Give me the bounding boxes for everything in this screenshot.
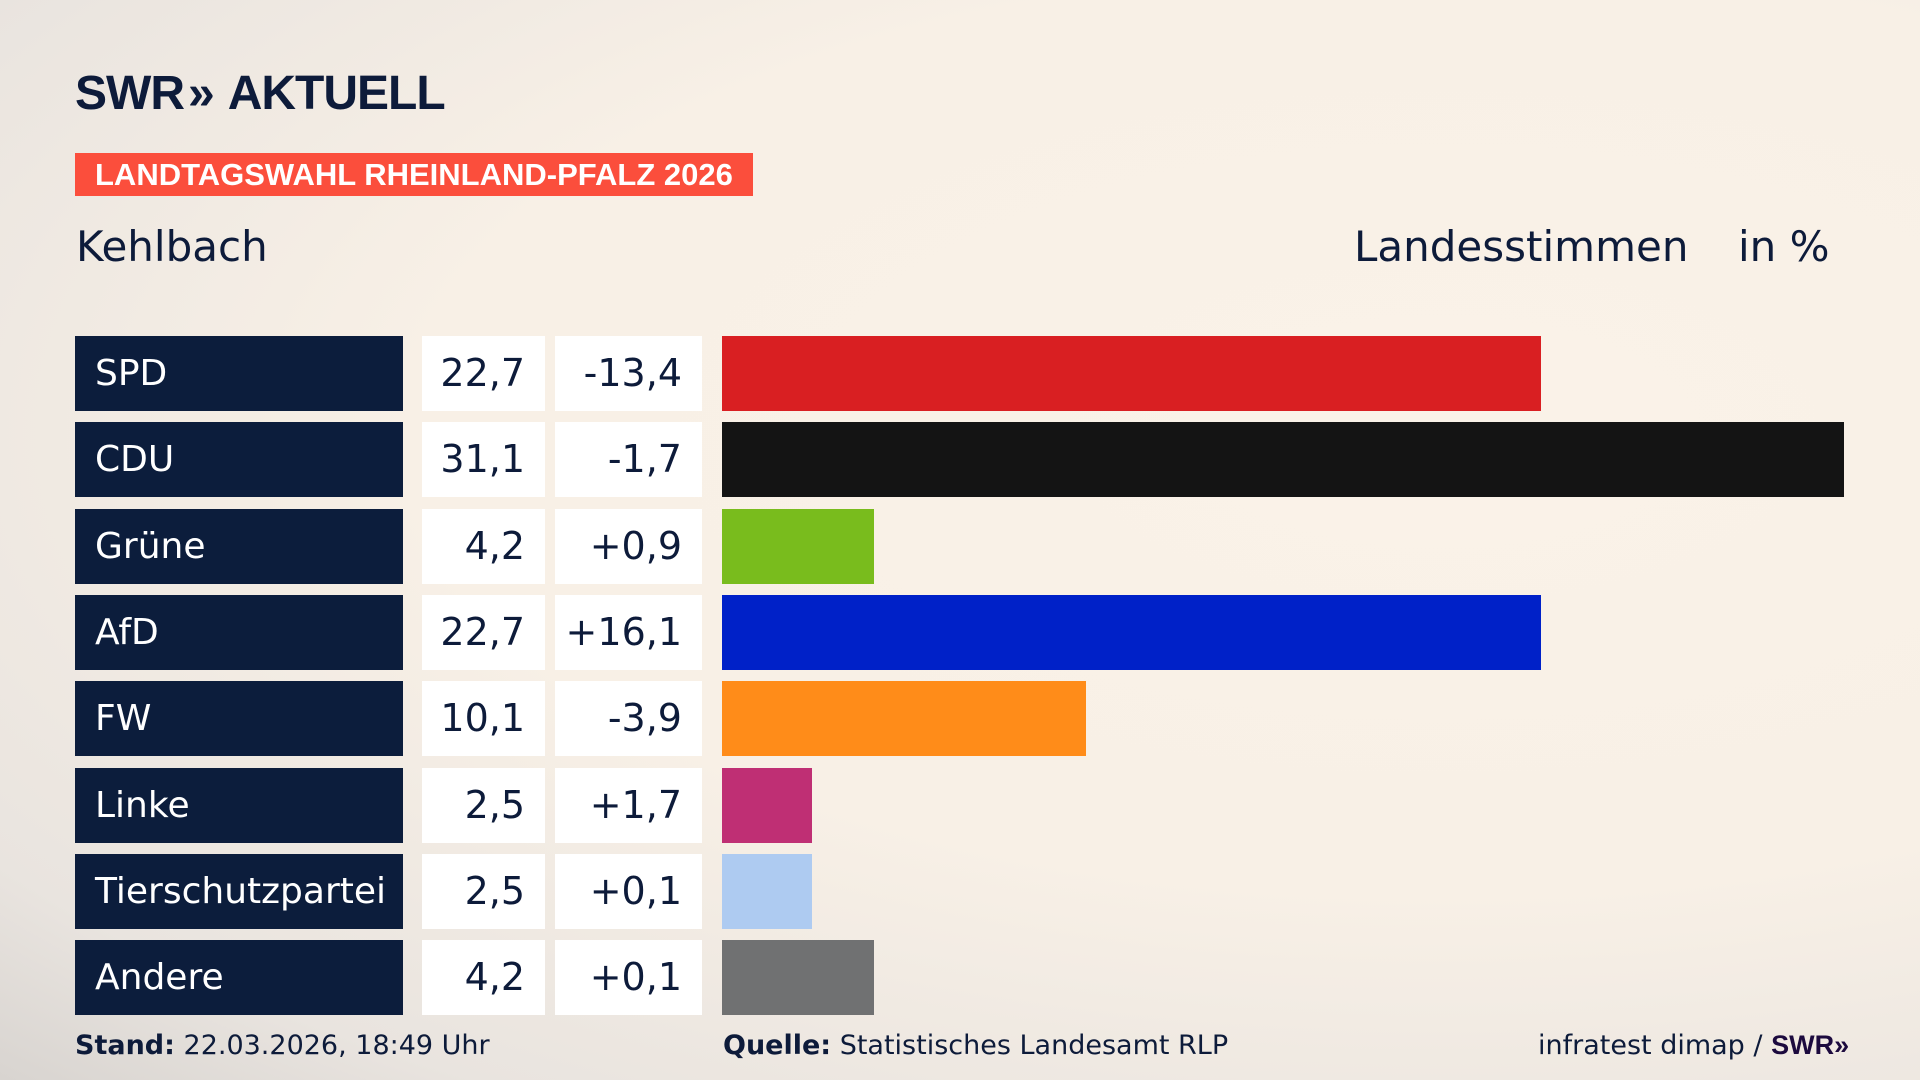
party-value: 2,5 [422,767,545,843]
source-value: Statistisches Landesamt RLP [839,1030,1229,1061]
party-label: FW [75,681,403,757]
party-value: 10,1 [422,681,545,757]
party-bar [722,853,813,929]
party-bar [722,681,1087,757]
party-bar [722,336,1541,411]
place-title: Kehlbach [76,222,268,271]
party-value: 22,7 [422,594,545,670]
party-value: 31,1 [422,422,545,498]
votes-header: Landesstimmen [1354,222,1689,271]
party-value: 2,5 [422,853,545,929]
stand-label: Stand: [75,1030,175,1061]
source: Quelle: Statistisches Landesamt RLP [723,1030,1228,1061]
party-label: Andere [75,940,403,1016]
logo-text: SWR [75,66,185,120]
party-change: +16,1 [555,594,702,670]
party-change: +0,9 [555,508,702,584]
party-change: +0,1 [555,940,702,1016]
chevron-icon: » [187,66,215,120]
party-label: Grüne [75,508,403,584]
party-label: Tierschutzpartei [75,853,403,929]
party-bar [722,767,813,843]
party-bar [722,594,1541,670]
party-label: AfD [75,594,403,670]
election-banner: LANDTAGSWAHL RHEINLAND-PFALZ 2026 [75,153,753,196]
logo-suffix: AKTUELL [227,66,446,120]
timestamp: Stand: 22.03.2026, 18:49 Uhr [75,1030,490,1061]
party-change: -13,4 [555,336,702,411]
party-change: +0,1 [555,853,702,929]
party-change: -1,7 [555,422,702,498]
party-bar [722,422,1844,498]
party-change: -3,9 [555,681,702,757]
party-bar [722,940,874,1016]
party-bar [722,508,874,584]
party-value: 22,7 [422,336,545,411]
party-value: 4,2 [422,508,545,584]
credit-text: infratest dimap / [1538,1030,1763,1061]
party-label: Linke [75,767,403,843]
unit-header: in % [1738,222,1830,271]
swr-logo: SWR» [1771,1030,1850,1060]
credit: infratest dimap / SWR» [1538,1030,1849,1061]
party-label: SPD [75,336,403,411]
party-value: 4,2 [422,940,545,1016]
swr-aktuell-logo: SWR» AKTUELL [75,67,446,120]
party-change: +1,7 [555,767,702,843]
party-label: CDU [75,422,403,498]
source-label: Quelle: [723,1030,832,1061]
stand-value: 22.03.2026, 18:49 Uhr [183,1030,490,1061]
